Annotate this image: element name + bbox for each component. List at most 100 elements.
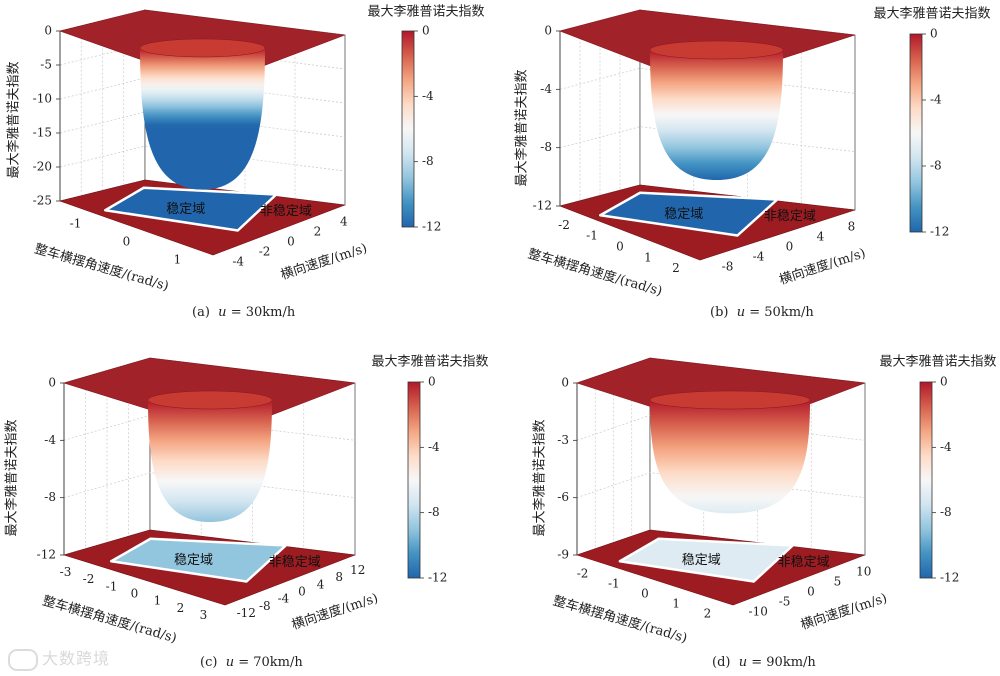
stable-region [618, 537, 794, 583]
z-tick-label: -6 [557, 490, 569, 504]
z-axis-label: 最大李雅普诺夫指数 [5, 419, 20, 536]
surface-well [140, 48, 265, 190]
surface-well [148, 400, 272, 522]
z-tick-label: -12 [533, 199, 552, 213]
colorbar-tick-label: -12 [422, 220, 441, 234]
y-tick-label: 12 [350, 563, 365, 577]
subplot-d: 稳定域 非稳定域 0 -3 -6 -9 最大李雅普诺夫指数 -2 -1 0 1 2 整车横摆角速度/(r… [500, 338, 1000, 676]
colorbar-title: 最大李雅普诺夫指数 [873, 7, 990, 22]
x-tick-label: -1 [70, 217, 82, 231]
surface-well-rim [139, 38, 266, 58]
colorbar-tick-label: -12 [930, 225, 949, 239]
y-tick-label: -12 [237, 606, 256, 620]
colorbar-tick-label: 0 [422, 24, 430, 38]
colorbar-tick-label: 0 [428, 375, 436, 389]
stable-region-shape [104, 186, 278, 232]
z-tick-label: -8 [540, 140, 552, 154]
stable-region [599, 191, 779, 237]
unstable-region-label: 非稳定域 [260, 203, 312, 219]
z-axis-label: 最大李雅普诺夫指数 [7, 61, 22, 178]
z-tick-label: -3 [557, 433, 569, 447]
caption-d: (d) u = 90km/h [712, 655, 816, 670]
stable-region [104, 186, 278, 232]
x-axis-label: 整车横摆角速度/(rad/s) [33, 241, 171, 295]
colorbar-tick-label: -4 [940, 440, 952, 454]
colorbar-tick-label: -8 [940, 505, 952, 519]
y-tick-label: 5 [834, 575, 842, 589]
y-tick-label: -2 [259, 245, 271, 259]
x-tick-label: -2 [558, 218, 570, 232]
stable-region-shape [618, 537, 794, 583]
colorbar-tick-label: -8 [930, 159, 942, 173]
z-gridline [59, 145, 346, 172]
y-tick-label: 0 [786, 240, 794, 254]
x-tick-label: 3 [200, 608, 208, 622]
surface-plot-c: 稳定域 非稳定域0-4-8-12最大李雅普诺夫指数-3-2-10123整车横摆角速… [5, 355, 489, 647]
z-tick-label: -20 [33, 160, 52, 174]
z-tick-label: -9 [557, 548, 569, 562]
colorbar-tick-label: 0 [940, 375, 948, 389]
surface-well-rim [147, 390, 273, 410]
z-tick-label: 0 [44, 24, 52, 38]
subplot-b: 稳定域 非稳定域 0 -4 -8 -12 最大李雅普诺夫指数 -2 -1 0 1 2 整车横摆角速度/(… [500, 0, 1000, 338]
colorbar-tick-label: -4 [422, 89, 434, 103]
colorbar-tick-label: -12 [940, 571, 959, 585]
stable-region [109, 537, 288, 583]
caption-b: (b) u = 50km/h [710, 305, 814, 320]
caption-c: (c) u = 70km/h [200, 655, 303, 670]
x-tick-label: 2 [672, 261, 680, 275]
y-tick-label: -8 [722, 260, 734, 274]
colorbar-tick-label: -8 [422, 154, 434, 168]
x-tick-label: -1 [608, 577, 620, 591]
y-tick-label: 0 [807, 585, 815, 599]
x-tick-label: 2 [177, 601, 185, 615]
unstable-region-label: 非稳定域 [764, 208, 816, 224]
y-tick-label: -4 [232, 255, 244, 269]
z-axis-label: 最大李雅普诺夫指数 [533, 419, 548, 536]
z-tick-label: 0 [48, 376, 56, 390]
z-tick-label: -12 [37, 548, 56, 562]
y-tick-label: 4 [340, 215, 348, 229]
stable-region-label: 稳定域 [174, 552, 213, 568]
surface-well-rim [649, 40, 784, 60]
x-tick-label: -2 [83, 572, 95, 586]
surface-well-rim [649, 390, 811, 410]
z-tick-label: -10 [33, 92, 52, 106]
z-gridline [59, 77, 346, 104]
z-gridline [63, 472, 356, 499]
x-axis-label: 整车横摆角速度/(rad/s) [551, 593, 689, 647]
z-gridline [59, 43, 346, 70]
x-tick-label: -1 [106, 579, 118, 593]
z-tick-label: -5 [40, 58, 52, 72]
y-tick-label: 8 [848, 220, 856, 234]
z-tick-label: 0 [561, 376, 569, 390]
watermark: 大数跨境 [8, 645, 110, 671]
surface-plot-b: 稳定域 非稳定域0-4-8-12最大李雅普诺夫指数-2-1012整车横摆角速度/(… [515, 7, 991, 300]
z-gridline [576, 472, 866, 499]
colorbar [919, 381, 933, 579]
colorbar [407, 381, 421, 579]
x-tick-label: 0 [641, 587, 649, 601]
y-tick-label: 4 [817, 230, 825, 244]
z-gridline [59, 111, 346, 138]
y-tick-label: 0 [287, 235, 295, 249]
x-tick-label: -2 [577, 567, 589, 581]
stable-region-label: 稳定域 [166, 201, 205, 217]
surface-plot-a: 稳定域 非稳定域0-5-10-15-20-25最大李雅普诺夫指数-101整车横摆角… [7, 5, 485, 295]
colorbar-tick-label: -12 [428, 571, 447, 585]
subplot-c: 稳定域 非稳定域 0 -4 -8 -12 最大李雅普诺夫指数 -3 -2 -1 0 1 2 3 整车横摆角速… [0, 338, 500, 676]
watermark-text: 大数跨境 [42, 649, 111, 668]
x-tick-label: 0 [123, 235, 131, 249]
stable-region-label: 稳定域 [664, 206, 703, 222]
y-tick-label: -5 [779, 595, 791, 609]
z-tick-label: -8 [44, 490, 56, 504]
colorbar-tick-label: -4 [428, 440, 440, 454]
y-tick-label: -4 [278, 592, 290, 606]
colorbar-tick-label: -8 [428, 505, 440, 519]
z-axis-label: 最大李雅普诺夫指数 [515, 69, 530, 186]
z-tick-label: -4 [540, 82, 552, 96]
unstable-region-label: 非稳定域 [778, 554, 830, 570]
caption-a: (a) u = 30km/h [192, 305, 296, 320]
colorbar-title: 最大李雅普诺夫指数 [879, 355, 996, 370]
